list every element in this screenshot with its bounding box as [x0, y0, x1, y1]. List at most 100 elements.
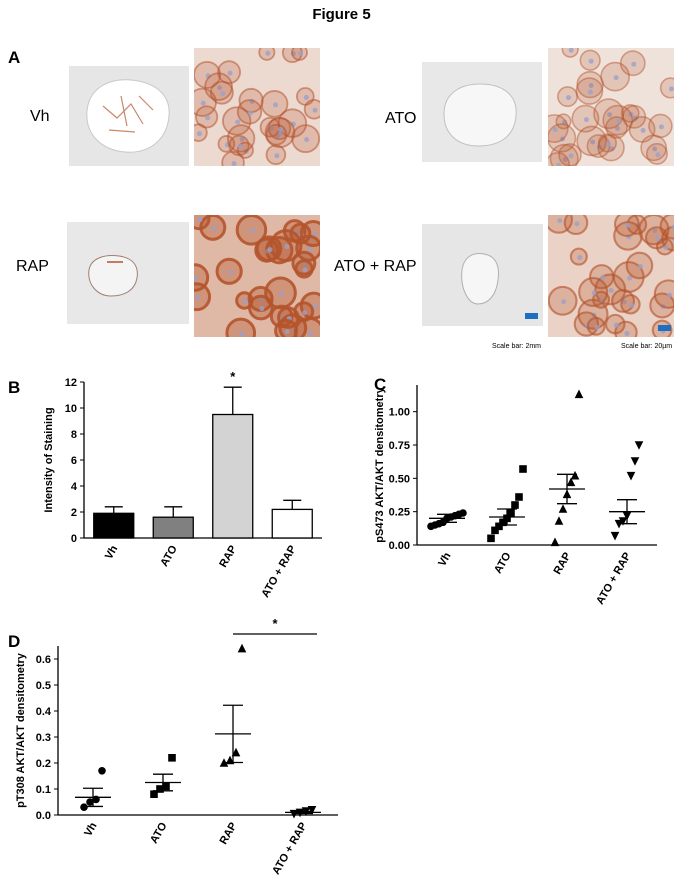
nucleus-texture: [217, 85, 223, 91]
nucleus-texture: [239, 136, 245, 142]
bar-rap: [212, 413, 254, 539]
nucleus-texture: [566, 95, 572, 101]
nucleus-texture: [235, 119, 241, 125]
ihc-image-vh: [194, 48, 320, 166]
ihc-image-ato-rap: [548, 215, 674, 337]
data-point: [566, 477, 576, 487]
cell-texture: [548, 152, 570, 166]
x-tick-label: ATO + RAP: [259, 544, 298, 600]
x-tick-label: ATO: [158, 543, 180, 569]
nucleus-texture: [637, 263, 643, 269]
y-tick-label: 0.6: [36, 654, 51, 666]
cell-texture: [659, 215, 674, 240]
data-point: [459, 509, 467, 517]
nucleus-texture: [557, 218, 563, 224]
nucleus-texture: [273, 102, 279, 108]
scale-bar-low-mag: [525, 313, 538, 319]
nucleus-texture: [561, 299, 567, 305]
nucleus-texture: [267, 247, 273, 253]
cell-texture: [548, 114, 569, 144]
data-point: [626, 471, 636, 481]
y-tick-label: 0.75: [389, 440, 410, 452]
data-point: [618, 517, 628, 526]
data-point: [550, 537, 560, 547]
chart-d: 0.0 0.1 0.2 0.3 0.4 0.5 0.6 pT308 AKT/AKT densi…: [0, 610, 360, 883]
nucleus-texture: [259, 297, 265, 303]
nucleus-texture: [631, 61, 637, 67]
nucleus-texture: [302, 310, 308, 316]
nucleus-texture: [259, 306, 265, 312]
ihc-image-rap: [194, 215, 320, 337]
nucleus-texture: [588, 58, 594, 64]
cell-texture: [194, 215, 211, 231]
y-tick-label: 0.1: [36, 784, 51, 796]
cell-texture: [274, 318, 298, 337]
y-tick-label: 0.3: [36, 732, 51, 744]
x-tick-label: Vh: [82, 820, 100, 838]
nucleus-texture: [652, 228, 658, 234]
nucleus-texture: [274, 153, 280, 159]
y-tick-label: 8: [71, 429, 77, 441]
nucleus-texture: [200, 100, 206, 106]
nucleus-texture: [658, 124, 664, 130]
x-tick-label: ATO + RAP: [594, 551, 633, 607]
nucleus-texture: [237, 143, 243, 149]
data-point: [507, 509, 515, 517]
data-point: [168, 754, 176, 762]
nucleus-texture: [220, 91, 226, 97]
label-ato: ATO: [385, 110, 417, 127]
nucleus-texture: [671, 224, 674, 230]
nucleus-texture: [284, 244, 290, 250]
data-point: [156, 785, 164, 793]
figure-title: Figure 5: [312, 6, 371, 23]
panel-c-letter: C: [374, 375, 387, 394]
x-tick-label: RAP: [218, 821, 240, 847]
data-point: [487, 534, 495, 543]
nucleus-texture: [616, 118, 622, 124]
nucleus-texture: [624, 330, 630, 336]
y-tick-label: 0.25: [389, 507, 410, 519]
nucleus-texture: [587, 89, 593, 95]
nucleus-texture: [574, 221, 580, 227]
nucleus-texture: [632, 115, 638, 121]
whole-section-image-vh: [69, 66, 189, 166]
nucleus-texture: [205, 115, 211, 121]
y-tick-label: 4: [71, 481, 78, 493]
nucleus-texture: [227, 269, 233, 275]
panel-b-letter: B: [8, 378, 21, 397]
nucleus-texture: [278, 131, 284, 137]
ihc-image-ato: [548, 48, 674, 166]
nucleus-texture: [628, 302, 634, 308]
chart-b: 0 2 4 6 8 10 12 Intensity of Staining Vh ATO RAP AT…: [0, 360, 340, 610]
nucleus-texture: [277, 126, 283, 132]
cell-texture: [549, 143, 579, 166]
nucleus-texture: [667, 292, 673, 298]
whole-section-image-ato: [422, 62, 542, 162]
y-axis-label: Intensity of Staining: [43, 407, 55, 512]
y-tick-label: 0.00: [389, 540, 410, 552]
data-point: [554, 516, 564, 525]
nucleus-texture: [600, 275, 606, 281]
data-point: [495, 522, 503, 531]
nucleus-texture: [302, 261, 308, 267]
data-point: [511, 501, 519, 509]
data-point: [610, 531, 620, 541]
y-tick-label: 1.00: [389, 407, 410, 419]
nucleus-texture: [613, 75, 619, 81]
nucleus-texture: [596, 144, 602, 150]
nucleus-texture: [552, 127, 558, 133]
nucleus-texture: [605, 141, 611, 147]
nucleus-texture: [652, 146, 658, 152]
nucleus-texture: [279, 291, 285, 297]
cell-texture: [659, 77, 674, 99]
nucleus-texture: [628, 111, 634, 117]
nucleus-texture: [312, 304, 318, 310]
nucleus-texture: [307, 330, 313, 336]
nucleus-texture: [668, 86, 674, 92]
chart-c: 0.00 0.25 0.50 0.75 1.00 pS473 AKT/AKT densit…: [355, 375, 683, 625]
nucleus-texture: [307, 246, 313, 252]
data-point: [98, 767, 106, 775]
nucleus-texture: [302, 267, 308, 273]
data-point: [515, 493, 523, 501]
nucleus-texture: [568, 153, 574, 159]
